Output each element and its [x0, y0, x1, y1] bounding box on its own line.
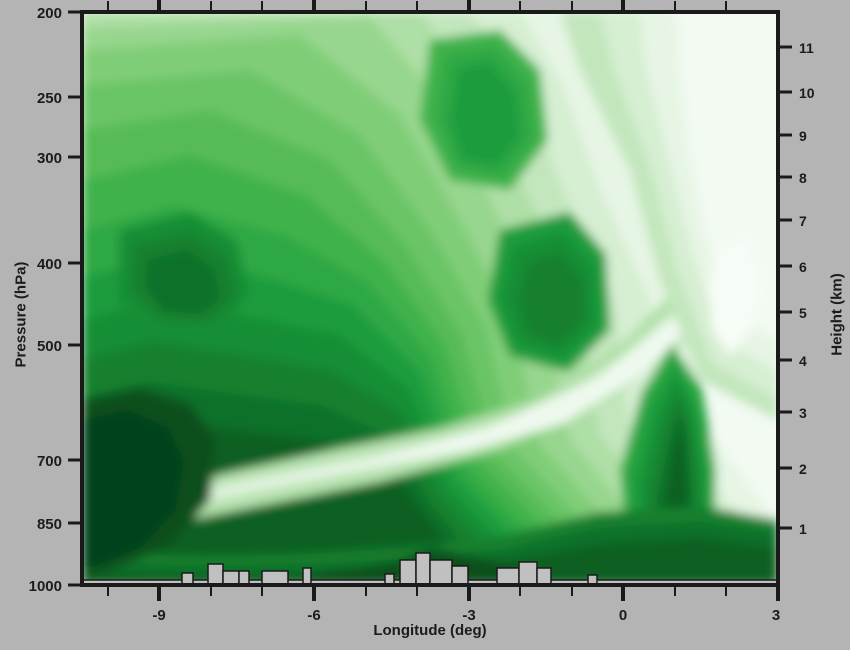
right-tick-label: 3: [799, 405, 807, 421]
bottom-tick-labels: -9 -6 -3 0 3: [152, 607, 780, 624]
left-tick-labels: 200 250 300 400 500 700 850 1000: [29, 5, 62, 595]
bottom-tick-label: 3: [772, 607, 780, 624]
bottom-axis-ticks: [107, 585, 780, 601]
right-tick-label: 8: [799, 170, 807, 186]
top-axis-ticks: [107, 0, 727, 12]
right-tick-label: 5: [799, 305, 807, 321]
right-axis-ticks: [776, 45, 792, 530]
x-axis-title-longitude: Longitude (deg): [373, 622, 487, 639]
contour-field: [82, 12, 778, 585]
terrain-mask: [82, 552, 778, 585]
left-tick-label: 300: [37, 150, 62, 167]
right-tick-label: 4: [799, 353, 807, 369]
right-tick-labels: 11 10 9 8 7 6 5 4 3 2 1: [799, 40, 815, 537]
left-tick-label: 850: [37, 516, 62, 533]
left-tick-label: 500: [37, 338, 62, 355]
right-tick-label: 9: [799, 128, 807, 144]
left-tick-label: 1000: [29, 578, 62, 595]
y-axis-title-height: Height (km): [828, 273, 846, 356]
left-tick-label: 250: [37, 90, 62, 107]
bottom-tick-label: 0: [619, 607, 627, 624]
bottom-tick-label: -3: [462, 607, 475, 624]
right-tick-label: 10: [799, 85, 815, 101]
left-tick-label: 700: [37, 453, 62, 470]
right-tick-label: 6: [799, 259, 807, 275]
left-tick-label: 200: [37, 5, 62, 22]
left-axis-ticks: [68, 10, 84, 587]
left-tick-label: 400: [37, 256, 62, 273]
right-tick-label: 7: [799, 213, 807, 229]
right-tick-label: 1: [799, 521, 807, 537]
y-axis-title-pressure: Pressure (hPa): [12, 261, 30, 368]
contour-bands: [82, 12, 778, 585]
right-tick-label: 11: [799, 40, 814, 56]
right-tick-label: 2: [799, 461, 807, 477]
plot-frame: [80, 10, 780, 587]
bottom-tick-label: -9: [152, 607, 165, 624]
bottom-tick-label: -6: [307, 607, 320, 624]
